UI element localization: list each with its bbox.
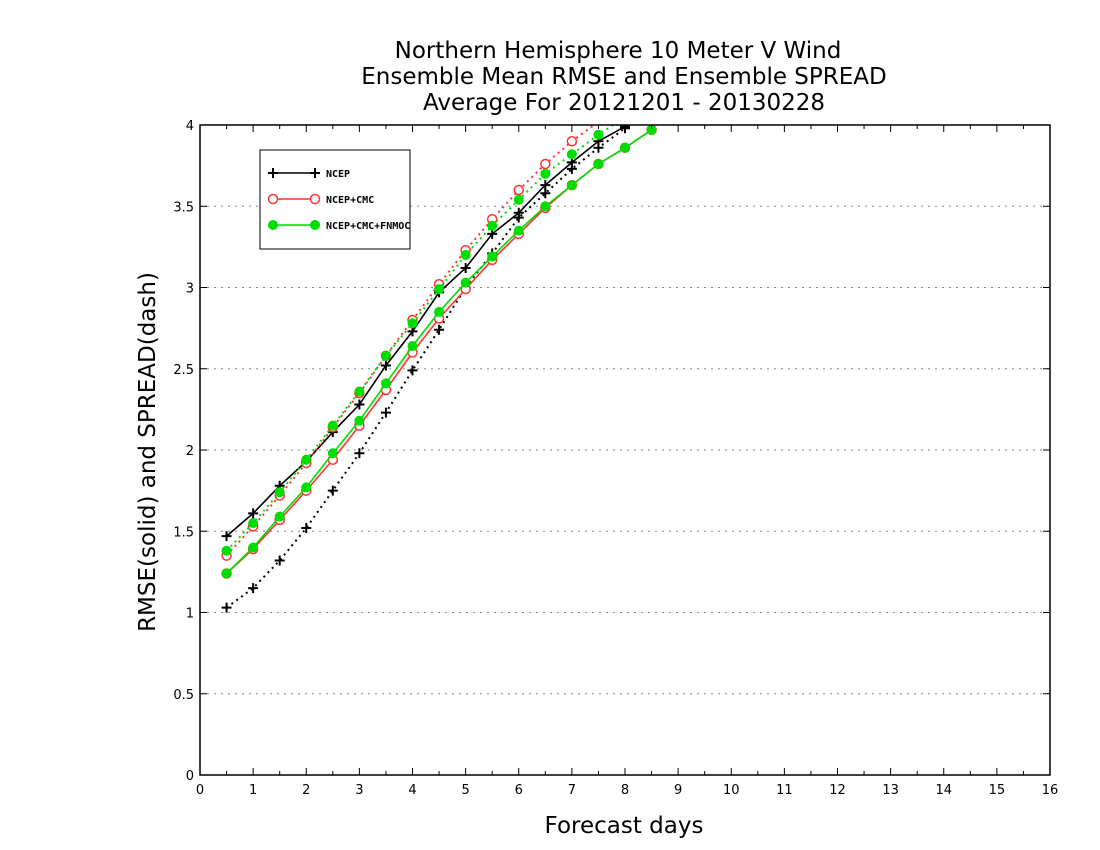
series-clip-group (221, 125, 657, 613)
series-ncep-spread-point-6 (380, 407, 391, 418)
series-ncep-rmse-point-0 (221, 531, 232, 542)
y-tick-label-2: 1 (186, 607, 194, 622)
x-tick-label-11: 11 (776, 783, 793, 798)
series-ncep-spread-point-5 (354, 448, 365, 459)
series-ncep-spread-point-1 (248, 583, 259, 594)
series-ncep-cmc-fnmoc-spread-point-14 (593, 129, 604, 140)
series-ncep-cmc-fnmoc-rmse-point-14 (593, 159, 604, 169)
legend-label-ncep-cmc: NCEP+CMC (326, 195, 374, 206)
series-ncep-spread-point-8 (434, 324, 445, 335)
y-axis-ticks: 0 0.5 1 1.5 2 2.5 3 3.5 4 (173, 119, 1050, 784)
x-tick-label-14: 14 (935, 783, 952, 798)
y-tick-label-4: 2 (186, 444, 194, 459)
y-tick-label-1: 0.5 (173, 688, 194, 703)
series-ncep-cmc-fnmoc-rmse-point-13 (566, 180, 577, 191)
series-ncep-cmc-fnmoc-spread-point-11 (513, 194, 524, 205)
legend-marker-left-ncep (268, 168, 278, 178)
series-ncep-cmc-fnmoc-spread-point-4 (327, 420, 338, 431)
x-tick-label-10: 10 (723, 783, 740, 798)
series-ncep-cmc-fnmoc-spread-point-5 (354, 386, 365, 397)
series-ncep-cmc-fnmoc-spread-point-10 (487, 220, 498, 231)
series-ncep-cmc-fnmoc-rmse-point-11 (513, 225, 524, 236)
chart-title-line-1: Northern Hemisphere 10 Meter V Wind (395, 38, 842, 64)
series-ncep-cmc-fnmoc-rmse-point-5 (354, 415, 365, 426)
series-ncep-cmc-fnmoc-spread-point-3 (301, 454, 312, 465)
series-ncep-cmc-fnmoc-rmse-point-12 (540, 201, 551, 212)
series-ncep-cmc-spread-line (225, 125, 596, 557)
legend-label-ncep: NCEP (326, 169, 350, 180)
series-ncep-cmc-fnmoc-spread-point-9 (460, 250, 471, 260)
series-ncep-cmc-fnmoc-spread-point-13 (566, 149, 577, 160)
series-ncep-rmse-point-5 (354, 399, 365, 410)
series-ncep-cmc-fnmoc-spread-point-7 (407, 318, 418, 329)
x-tick-label-2: 2 (302, 783, 310, 798)
x-axis-ticks: 0 1 2 3 4 5 6 7 8 9 10 11 12 13 14 15 16 (196, 125, 1058, 798)
series-ncep-cmc-fnmoc-rmse-point-9 (460, 277, 471, 288)
x-tick-label-7: 7 (568, 783, 576, 798)
series-ncep-cmc-fnmoc-rmse-point-4 (327, 448, 338, 459)
series-ncep-rmse-point-6 (380, 360, 391, 371)
chart-title-line-2: Ensemble Mean RMSE and Ensemble SPREAD (361, 64, 886, 90)
x-tick-label-16: 16 (1042, 783, 1059, 798)
series-ncep-cmc-spread-point-13 (566, 136, 578, 147)
y-tick-label-3: 1.5 (173, 525, 194, 540)
series-ncep-rmse-point-9 (460, 263, 471, 273)
y-tick-label-6: 3 (186, 282, 194, 297)
series-ncep-cmc-fnmoc-rmse-point-6 (380, 378, 391, 389)
x-tick-label-1: 1 (249, 783, 257, 798)
series-ncep-spread-point-2 (274, 555, 285, 566)
legend-marker-right-ncep-cmc-fnmoc (310, 220, 320, 230)
x-tick-label-13: 13 (882, 783, 899, 798)
series-ncep-cmc-fnmoc-spread-point-12 (540, 168, 551, 179)
legend: NCEP NCEP+CMC NCEP+CMC+FNMOC (259, 149, 411, 250)
y-tick-label-0: 0 (186, 769, 194, 784)
x-tick-label-5: 5 (461, 783, 469, 798)
series-ncep-cmc-fnmoc-spread-point-6 (380, 350, 391, 361)
series-layer (221, 125, 657, 613)
legend-marker-left-ncep-cmc (267, 193, 279, 205)
x-tick-label-12: 12 (829, 783, 846, 798)
x-tick-label-8: 8 (621, 783, 629, 798)
series-ncep-rmse-point-12 (540, 180, 551, 191)
y-tick-label-8: 4 (186, 119, 194, 134)
y-tick-label-5: 2.5 (173, 363, 194, 378)
series-ncep-cmc-fnmoc-rmse-point-10 (487, 251, 498, 262)
legend-label-ncep-cmc-fnmoc: NCEP+CMC+FNMOC (326, 221, 410, 232)
y-axis-label: RMSE(solid) and SPREAD(dash) (135, 272, 161, 632)
series-ncep-cmc-fnmoc-rmse-point-0 (221, 568, 232, 579)
legend-marker-left-ncep-cmc-fnmoc (268, 220, 278, 230)
series-ncep-rmse-point-1 (248, 508, 259, 519)
x-tick-label-3: 3 (355, 783, 363, 798)
series-ncep-cmc-fnmoc-spread-point-8 (434, 284, 445, 295)
series-ncep-cmc-fnmoc-spread-point-2 (274, 487, 285, 498)
x-axis-label: Forecast days (545, 813, 704, 839)
x-tick-label-6: 6 (515, 783, 523, 798)
series-ncep-cmc-fnmoc-rmse-point-3 (301, 482, 312, 493)
x-tick-label-0: 0 (196, 783, 204, 798)
x-tick-label-15: 15 (989, 783, 1006, 798)
series-ncep-cmc-fnmoc-spread-point-0 (221, 545, 232, 556)
series-ncep-spread-point-7 (407, 365, 418, 376)
series-ncep-spread-point-4 (327, 485, 338, 496)
series-ncep-spread-point-0 (221, 602, 232, 613)
series-ncep-cmc-fnmoc-rmse-point-15 (620, 142, 630, 153)
legend-marker-right-ncep-cmc (309, 193, 321, 205)
series-ncep-cmc-spread-point-12 (540, 158, 551, 170)
x-tick-label-9: 9 (674, 783, 682, 798)
series-ncep-cmc-fnmoc-rmse-point-1 (248, 542, 259, 553)
series-ncep-cmc-fnmoc-rmse-point-7 (407, 341, 418, 351)
series-ncep-rmse-point-11 (513, 207, 524, 218)
chart-title-line-3: Average For 20121201 - 20130228 (423, 90, 825, 116)
legend-marker-right-ncep (310, 168, 320, 178)
x-tick-label-4: 4 (408, 783, 416, 798)
series-ncep-cmc-spread-point-11 (513, 184, 524, 196)
series-ncep-cmc-fnmoc-rmse-point-2 (274, 511, 285, 522)
series-ncep-spread-point-3 (301, 523, 312, 533)
series-ncep-cmc-fnmoc-rmse-point-8 (434, 306, 445, 317)
series-ncep-cmc-fnmoc-spread-point-1 (248, 518, 259, 529)
y-tick-label-7: 3.5 (173, 200, 194, 215)
